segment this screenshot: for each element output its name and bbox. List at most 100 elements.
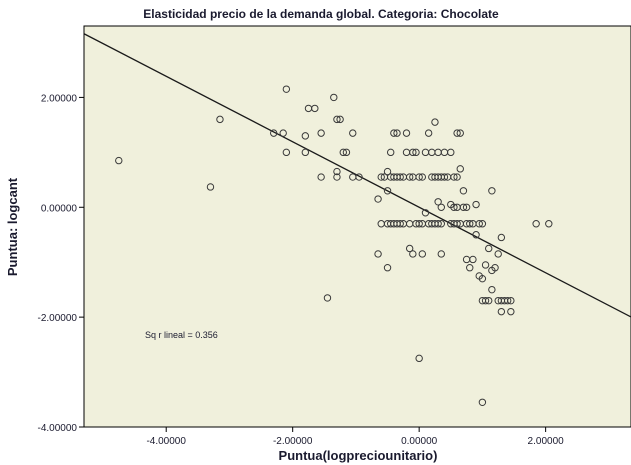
data-point — [216, 115, 224, 124]
data-point — [418, 250, 427, 258]
data-point — [311, 104, 319, 113]
data-point — [475, 220, 483, 228]
data-point — [450, 173, 458, 181]
data-point — [383, 187, 392, 195]
data-point — [383, 263, 392, 272]
x-tick-label: -2.00000 — [273, 436, 313, 447]
data-point — [301, 132, 310, 140]
data-point — [459, 203, 468, 211]
data-point — [317, 173, 325, 181]
data-point — [497, 307, 506, 316]
data-point — [472, 200, 480, 209]
data-point — [355, 173, 363, 181]
y-axis-ticks: -4.00000 -2.00000 0.00000 2.00000 — [38, 93, 84, 434]
data-point — [418, 173, 427, 181]
data-point — [374, 195, 382, 203]
data-point — [333, 115, 341, 124]
points-layer — [115, 85, 553, 406]
plot-area — [83, 25, 631, 428]
data-point — [453, 173, 461, 181]
data-point — [431, 118, 439, 126]
data-point — [434, 220, 442, 228]
data-point — [497, 233, 506, 242]
data-point — [491, 263, 499, 272]
regression-line — [83, 33, 631, 318]
data-point — [456, 129, 464, 137]
data-point — [478, 274, 487, 283]
y-tick-label: 2.00000 — [41, 93, 78, 104]
data-point — [270, 129, 278, 137]
data-point — [412, 148, 420, 157]
data-point — [478, 220, 487, 228]
data-point — [481, 296, 490, 305]
data-point — [421, 209, 430, 217]
data-point — [437, 220, 445, 228]
x-axis-ticks: -4.00000 -2.00000 0.00000 2.00000 — [146, 427, 564, 447]
data-point — [494, 250, 502, 258]
data-point — [374, 250, 382, 258]
data-point — [462, 203, 471, 211]
data-point — [282, 85, 291, 93]
data-point — [333, 173, 341, 181]
data-point — [456, 165, 464, 173]
data-point — [507, 296, 515, 305]
data-point — [415, 354, 423, 363]
data-point — [437, 250, 445, 258]
x-tick-label: 2.00000 — [528, 436, 565, 447]
data-point — [437, 203, 445, 211]
data-point — [472, 231, 480, 239]
data-point — [377, 173, 385, 181]
y-tick-label: -4.00000 — [38, 423, 78, 434]
data-point — [279, 129, 287, 137]
y-tick-label: -2.00000 — [38, 313, 78, 324]
data-point — [206, 183, 215, 191]
data-point — [330, 93, 338, 102]
x-tick-label: 0.00000 — [401, 436, 438, 447]
data-point — [409, 250, 417, 258]
data-point — [396, 173, 404, 181]
data-point — [485, 244, 493, 253]
data-point — [323, 294, 332, 302]
data-point — [434, 198, 442, 206]
data-point — [466, 263, 474, 272]
data-point — [466, 220, 474, 228]
chart-title: Elasticidad precio de la demanda global.… — [143, 7, 499, 21]
r-squared-annotation: Sq r lineal = 0.356 — [145, 330, 218, 340]
fit-line-layer — [83, 33, 631, 318]
data-point — [481, 261, 490, 269]
data-point — [405, 244, 414, 253]
y-axis-title: Puntua: logcant — [5, 177, 20, 276]
data-point — [282, 148, 291, 157]
data-point — [402, 129, 411, 137]
data-point — [415, 173, 423, 181]
data-point — [545, 220, 553, 228]
data-point — [390, 129, 398, 137]
data-point — [386, 148, 395, 157]
data-point — [339, 148, 347, 157]
data-point — [115, 156, 123, 165]
data-point — [383, 167, 392, 176]
data-point — [478, 398, 487, 406]
data-point — [317, 129, 325, 137]
data-point — [342, 148, 351, 157]
data-point — [503, 296, 512, 305]
data-point — [459, 187, 468, 195]
data-point — [447, 148, 455, 157]
x-axis-title: Puntua(logpreciounitario) — [279, 448, 438, 463]
data-point — [453, 129, 461, 137]
data-point — [440, 173, 449, 181]
y-tick-label: 0.00000 — [41, 203, 78, 214]
data-point — [349, 129, 357, 137]
data-point — [405, 173, 414, 181]
data-point — [488, 285, 496, 294]
data-point — [409, 148, 417, 157]
data-point — [415, 220, 423, 228]
data-point — [396, 220, 404, 228]
data-point — [393, 129, 401, 137]
data-point — [485, 296, 493, 305]
data-point — [469, 255, 477, 264]
data-point — [488, 187, 496, 195]
data-point — [424, 129, 433, 137]
data-point — [456, 220, 464, 228]
